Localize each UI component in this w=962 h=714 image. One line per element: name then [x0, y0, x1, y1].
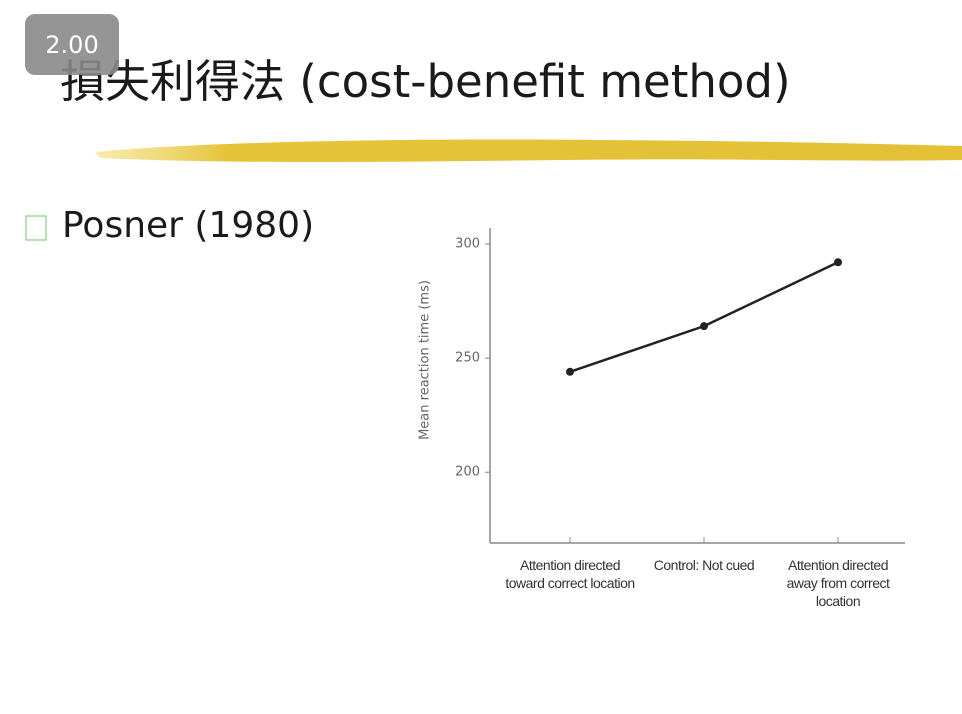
badge: 2.00: [25, 14, 119, 75]
x-tick-label: Attention directed toward correct locati…: [505, 557, 635, 591]
badge-bg: [25, 14, 119, 75]
chart: Mean reaction time (ms) 200 250 300: [418, 228, 905, 544]
badge-text: 2.00: [45, 31, 98, 59]
point: [834, 258, 842, 267]
slide-title: 損失利得法 (cost-benefit method): [60, 55, 791, 108]
bullet-icon: [25, 215, 47, 241]
bullet-text: Posner (1980): [62, 205, 314, 246]
y-tick-label: 200: [455, 465, 480, 480]
point: [566, 367, 574, 376]
y-axis-label: Mean reaction time (ms): [418, 280, 433, 440]
y-tick-label: 300: [455, 236, 480, 251]
line: [569, 261, 839, 373]
title-underline: [95, 139, 962, 162]
point: [700, 322, 708, 331]
y-tick-label: 250: [455, 351, 480, 366]
x-tick-label: Attention directed away from correct loc…: [786, 557, 890, 609]
x-tick-label: Control: Not cued: [653, 557, 755, 573]
